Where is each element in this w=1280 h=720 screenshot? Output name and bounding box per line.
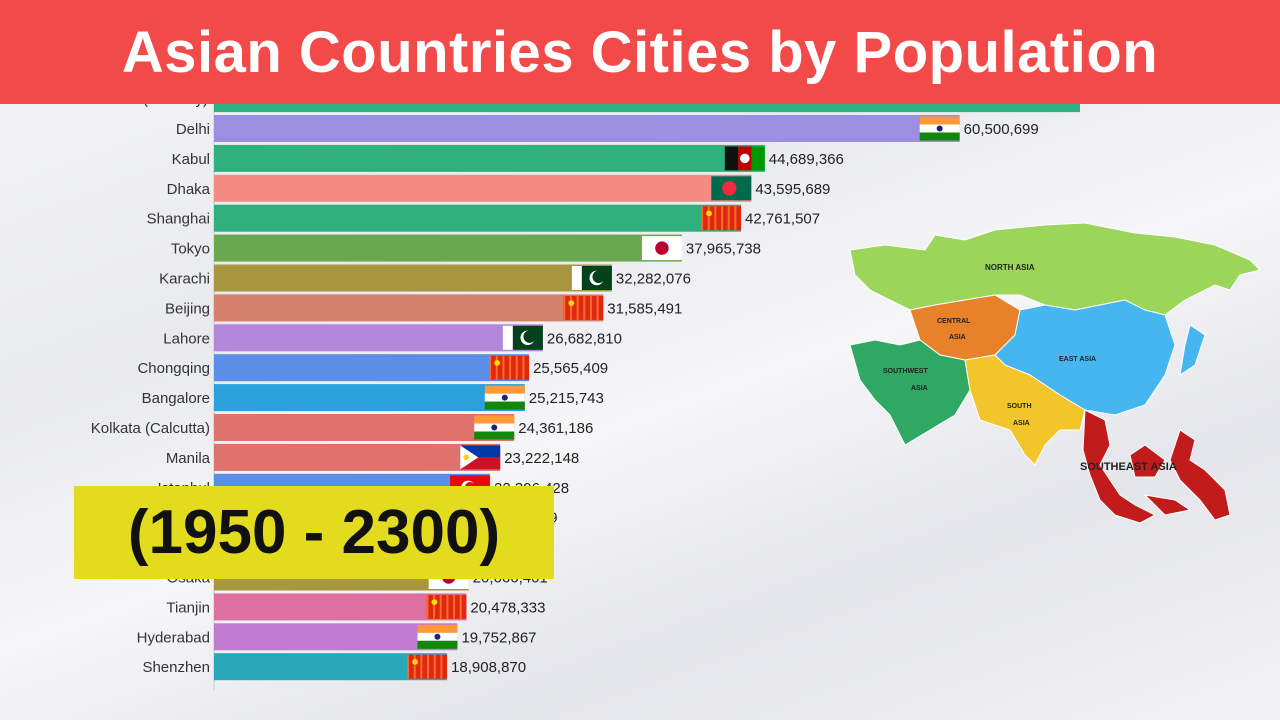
bar-row: Delhi 60,500,699 — [176, 115, 1039, 142]
asia-region-map: NORTH ASIA CENTRAL ASIA EAST ASIA SOUTHW… — [849, 222, 1261, 524]
bar — [214, 593, 467, 621]
category-label: Dhaka — [167, 181, 211, 198]
map-label-central-asia-1: CENTRAL — [937, 318, 971, 325]
value-label: 24,361,186 — [518, 420, 593, 437]
value-label: 23,222,148 — [504, 450, 579, 467]
bar — [214, 443, 501, 471]
category-label: Chongqing — [137, 360, 210, 377]
value-label: 60,500,699 — [964, 121, 1039, 138]
flag-india-icon — [919, 116, 960, 141]
value-label: 32,282,076 — [616, 271, 691, 288]
value-label: 19,752,867 — [461, 629, 536, 646]
period-box: (1950 - 2300) — [74, 486, 554, 579]
chart-title: Asian Countries Cities by Population — [121, 19, 1159, 85]
flag-china-icon — [701, 206, 742, 231]
category-label: Tianjin — [166, 599, 210, 616]
value-label: 43,595,689 — [755, 181, 830, 198]
value-label: 25,215,743 — [529, 390, 604, 407]
flag-bangladesh-icon — [711, 176, 752, 201]
flag-japan-icon — [641, 236, 682, 261]
bar-row: Beijing 31,585,491 — [165, 294, 682, 322]
value-label: 26,682,810 — [547, 330, 622, 347]
map-label-north-asia: NORTH ASIA — [985, 263, 1035, 272]
value-label: 18,908,870 — [451, 659, 526, 676]
bar-row: Karachi 32,282,076 — [159, 264, 691, 292]
bar-row: Manila 23,222,148 — [166, 443, 579, 471]
bar — [214, 294, 604, 322]
bar-row: Kolkata (Calcutta) 24,361,186 — [91, 414, 593, 441]
map-region-southeast-asia — [1082, 409, 1231, 524]
category-label: Kolkata (Calcutta) — [91, 420, 210, 437]
value-label: 25,565,409 — [533, 360, 608, 377]
map-label-southwest-asia-2: ASIA — [911, 385, 928, 392]
category-label: Tokyo — [171, 241, 210, 258]
map-label-east-asia: EAST ASIA — [1059, 356, 1096, 363]
title-banner: Asian Countries Cities by Population — [0, 0, 1280, 104]
bar-row: Hyderabad 19,752,867 — [137, 623, 537, 651]
flag-india-icon — [474, 415, 515, 440]
bar — [214, 234, 682, 262]
bar — [214, 384, 525, 412]
category-label: Manila — [166, 450, 211, 467]
value-label: 42,761,507 — [745, 211, 820, 228]
flag-pakistan-icon — [502, 325, 543, 350]
flag-india-icon — [484, 385, 525, 410]
bar-row: Tokyo 37,965,738 — [171, 234, 761, 262]
value-label: 20,478,333 — [470, 599, 545, 616]
bar — [214, 264, 612, 292]
map-label-southwest-asia-1: SOUTHWEST — [883, 368, 928, 375]
flag-china-icon — [563, 295, 604, 320]
map-label-south-asia-2: ASIA — [1013, 420, 1030, 427]
bar-row: Lahore 26,682,810 — [163, 324, 622, 352]
bar — [214, 354, 530, 382]
value-label: 37,965,738 — [686, 241, 761, 258]
bar — [214, 324, 543, 352]
bar-row: Kabul 44,689,366 — [172, 144, 844, 172]
flag-china-icon — [407, 654, 448, 679]
bar-row: Shenzhen 18,908,870 — [142, 653, 526, 681]
category-label: Beijing — [165, 300, 210, 317]
bar — [214, 174, 752, 202]
flag-afghanistan-icon — [724, 146, 765, 171]
category-label: Lahore — [163, 330, 210, 347]
bar — [214, 204, 742, 232]
category-label: Delhi — [176, 121, 210, 138]
flag-philippines-icon — [460, 445, 501, 470]
bar — [214, 144, 765, 172]
map-label-central-asia-2: ASIA — [949, 334, 966, 341]
map-label-south-asia-1: SOUTH — [1007, 403, 1032, 410]
category-label: Karachi — [159, 271, 210, 288]
category-label: Kabul — [172, 151, 210, 168]
map-label-southeast-asia: SOUTHEAST ASIA — [1080, 461, 1177, 473]
category-label: Shanghai — [147, 211, 210, 228]
bar-row: Dhaka 43,595,689 — [167, 174, 830, 202]
flag-india-icon — [417, 624, 458, 649]
bar — [214, 414, 515, 441]
bar-row: Tianjin 20,478,333 — [166, 593, 545, 621]
map-region-north-asia — [849, 222, 1261, 316]
bar-row: Shanghai 42,761,507 — [147, 204, 820, 232]
period-label: (1950 - 2300) — [127, 498, 501, 567]
flag-china-icon — [489, 355, 530, 380]
bar — [214, 115, 960, 142]
map-region-southwest-asia — [849, 339, 971, 446]
category-label: Shenzhen — [142, 659, 210, 676]
bar — [214, 623, 458, 651]
value-label: 44,689,366 — [769, 151, 844, 168]
flag-pakistan-icon — [571, 266, 612, 290]
value-label: 31,585,491 — [607, 300, 682, 317]
category-label: Hyderabad — [137, 629, 210, 646]
map-region-south-asia — [964, 354, 1086, 466]
bar-row: Chongqing 25,565,409 — [137, 354, 608, 382]
bar-row: Bangalore 25,215,743 — [142, 384, 604, 412]
flag-china-icon — [426, 594, 467, 619]
category-label: Bangalore — [142, 390, 210, 407]
